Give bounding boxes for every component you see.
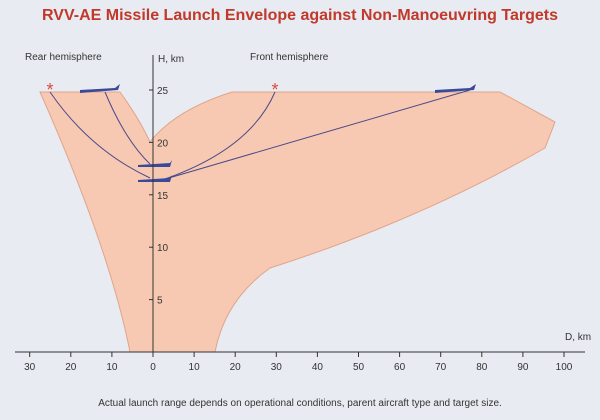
y-axis-title: H, km (158, 54, 184, 65)
x-tick-label: 30 (271, 362, 283, 373)
x-tick-label: 90 (517, 362, 529, 373)
x-tick-label: 20 (65, 362, 77, 373)
x-tick-label: 50 (353, 362, 365, 373)
x-tick-label: 10 (106, 362, 118, 373)
x-axis-title: D, km (565, 332, 591, 343)
title: RVV-AE Missile Launch Envelope against N… (42, 7, 558, 24)
y-tick-label: 25 (157, 86, 169, 97)
y-tick-label: 10 (157, 243, 169, 254)
front-label: Front hemisphere (250, 52, 329, 63)
x-tick-label: 80 (476, 362, 488, 373)
trajectories (49, 89, 471, 181)
footnote: Actual launch range depends on operation… (98, 398, 502, 409)
rear-label: Rear hemisphere (25, 52, 102, 63)
x-tick-label: 40 (312, 362, 324, 373)
x-tick-label: 20 (230, 362, 242, 373)
y-tick-label: 20 (157, 138, 169, 149)
x-tick-label: 30 (24, 362, 36, 373)
y-tick-label: 15 (157, 191, 169, 202)
y-tick-label: 5 (157, 296, 163, 307)
x-tick-label: 0 (150, 362, 156, 373)
x-tick-label: 100 (556, 362, 573, 373)
launch-envelope (39, 91, 556, 353)
star: * (46, 80, 53, 100)
aircraft (80, 84, 476, 182)
x-tick-label: 10 (189, 362, 201, 373)
star: * (271, 80, 278, 100)
x-tick-label: 70 (435, 362, 447, 373)
x-tick-label: 60 (394, 362, 406, 373)
